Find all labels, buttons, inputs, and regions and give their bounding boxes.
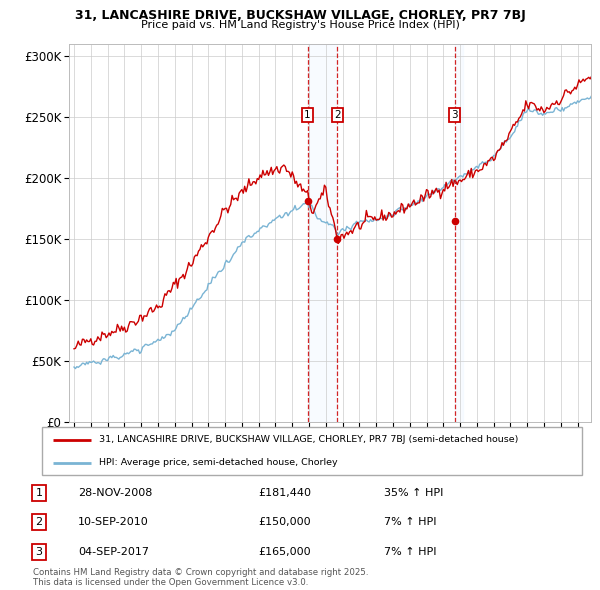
Text: 1: 1 [35,488,43,497]
FancyBboxPatch shape [42,427,582,475]
Bar [455,44,463,422]
Text: HPI: Average price, semi-detached house, Chorley: HPI: Average price, semi-detached house,… [98,458,337,467]
Text: 31, LANCASHIRE DRIVE, BUCKSHAW VILLAGE, CHORLEY, PR7 7BJ (semi-detached house): 31, LANCASHIRE DRIVE, BUCKSHAW VILLAGE, … [98,435,518,444]
Text: 3: 3 [35,547,43,556]
Text: 1: 1 [304,110,311,120]
Text: 2: 2 [35,517,43,527]
Text: 2: 2 [334,110,341,120]
Text: £150,000: £150,000 [258,517,311,527]
Text: 31, LANCASHIRE DRIVE, BUCKSHAW VILLAGE, CHORLEY, PR7 7BJ: 31, LANCASHIRE DRIVE, BUCKSHAW VILLAGE, … [74,9,526,22]
Text: Contains HM Land Registry data © Crown copyright and database right 2025.
This d: Contains HM Land Registry data © Crown c… [33,568,368,587]
Text: 04-SEP-2017: 04-SEP-2017 [78,547,149,556]
Text: 10-SEP-2010: 10-SEP-2010 [78,517,149,527]
Text: £165,000: £165,000 [258,547,311,556]
Text: Price paid vs. HM Land Registry's House Price Index (HPI): Price paid vs. HM Land Registry's House … [140,20,460,30]
Text: 35% ↑ HPI: 35% ↑ HPI [384,488,443,497]
Text: 3: 3 [451,110,458,120]
Bar [308,44,337,422]
Text: £181,440: £181,440 [258,488,311,497]
Text: 7% ↑ HPI: 7% ↑ HPI [384,517,437,527]
Text: 28-NOV-2008: 28-NOV-2008 [78,488,152,497]
Text: 7% ↑ HPI: 7% ↑ HPI [384,547,437,556]
